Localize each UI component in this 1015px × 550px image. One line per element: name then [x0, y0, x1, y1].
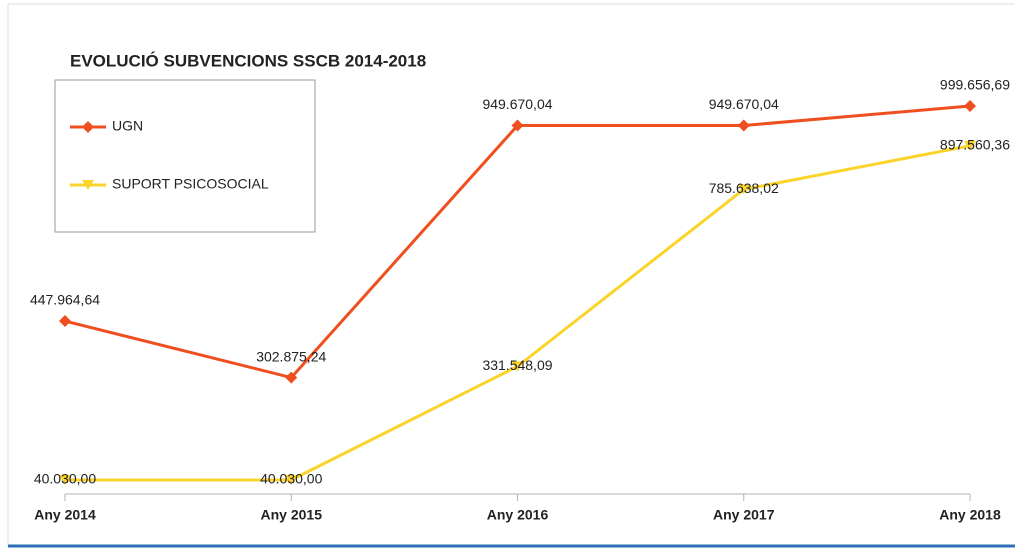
x-tick-label: Any 2015	[261, 507, 323, 523]
x-tick-label: Any 2014	[34, 507, 96, 523]
data-label: 897.560,36	[940, 137, 1010, 153]
legend-box	[54, 79, 316, 233]
legend-label: UGN	[112, 118, 143, 134]
data-label: 302.875,24	[256, 348, 326, 364]
legend-label: SUPORT PSICOSOCIAL	[112, 176, 269, 192]
x-tick-label: Any 2018	[939, 507, 1001, 523]
data-point	[285, 475, 298, 486]
data-point	[964, 140, 976, 151]
chart-title: EVOLUCIÓ SUBVENCIONS SSCB 2014-2018	[70, 51, 426, 70]
data-point	[511, 119, 524, 132]
data-label: 999.656,69	[940, 77, 1010, 93]
data-point	[59, 315, 71, 328]
legend-marker	[82, 180, 94, 190]
data-point	[511, 361, 524, 372]
data-label: 949.670,04	[482, 96, 552, 112]
x-tick-label: Any 2016	[487, 507, 549, 523]
x-tick-label: Any 2017	[713, 507, 775, 523]
data-point	[737, 184, 750, 195]
data-label: 447.964,64	[30, 292, 100, 308]
data-label: 785.638,02	[709, 180, 779, 196]
legend-marker	[82, 121, 94, 133]
data-point	[59, 475, 71, 486]
data-label: 949.670,04	[709, 96, 779, 112]
data-point	[964, 100, 976, 113]
data-label: 40.030,00	[260, 471, 322, 487]
data-point	[737, 119, 750, 132]
data-label: 331.548,09	[482, 357, 552, 373]
data-point	[285, 371, 298, 384]
data-label: 40.030,00	[34, 471, 96, 487]
